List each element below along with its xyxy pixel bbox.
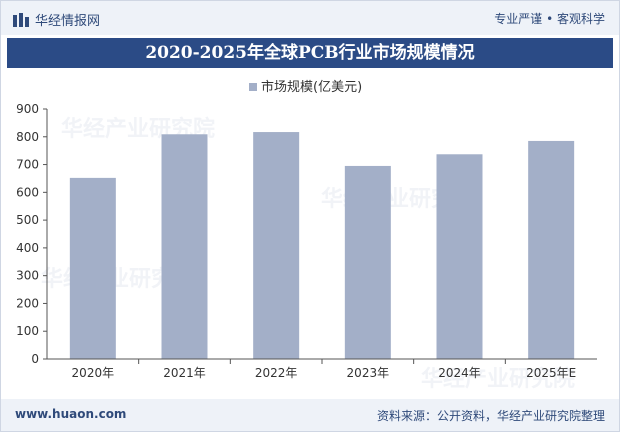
bar: [436, 154, 483, 359]
y-tick-label: 700: [16, 158, 39, 172]
bar: [161, 134, 208, 359]
y-tick-label: 900: [16, 102, 39, 116]
title-bar: 2020-2025年全球PCB行业市场规模情况: [7, 38, 613, 68]
y-tick-label: 200: [16, 296, 39, 310]
bar: [344, 165, 391, 359]
bar: [528, 140, 575, 359]
y-tick-label: 600: [16, 185, 39, 199]
x-tick-label: 2022年: [255, 366, 298, 380]
y-tick-label: 300: [16, 269, 39, 283]
slogan: 专业严谨 • 客观科学: [494, 12, 605, 26]
x-tick-label: 2021年: [163, 366, 206, 380]
logo-icon: [13, 12, 29, 27]
legend-swatch: [249, 83, 257, 91]
bars: [69, 132, 575, 359]
bar: [69, 177, 116, 359]
x-tick-label: 2024年: [438, 366, 481, 380]
y-axis: 0 100 200 300 400 500 600 700 800 900: [16, 102, 48, 366]
x-axis: 2020年 2021年 2022年 2023年 2024年 2025年E: [47, 358, 597, 380]
footer-source: 资料来源：公开资料，华经产业研究院整理: [376, 409, 605, 423]
logo: 华经情报网: [13, 10, 100, 29]
x-tick-label: 2020年: [72, 366, 115, 380]
legend: 市场规模(亿美元): [249, 79, 362, 95]
bar-chart: 市场规模(亿美元) 0 100 200 300 400 500 600 700 800 900 2…: [16, 79, 597, 380]
y-tick-label: 500: [16, 213, 39, 227]
bar: [253, 132, 300, 359]
y-tick-label: 0: [31, 352, 39, 366]
header-bar: 华经情报网 专业严谨 • 客观科学: [1, 1, 619, 35]
chart-title: 2020-2025年全球PCB行业市场规模情况: [145, 43, 475, 63]
logo-text: 华经情报网: [35, 14, 101, 29]
y-tick-label: 100: [16, 324, 39, 338]
y-tick-label: 800: [16, 130, 39, 144]
footer-site: www.huaon.com: [15, 407, 127, 421]
x-tick-label: 2025年E: [526, 366, 576, 380]
legend-label: 市场规模(亿美元): [261, 79, 362, 95]
x-tick-label: 2023年: [347, 366, 390, 380]
footer-bar: www.huaon.com 资料来源：公开资料，华经产业研究院整理: [1, 399, 619, 431]
y-tick-label: 400: [16, 241, 39, 255]
